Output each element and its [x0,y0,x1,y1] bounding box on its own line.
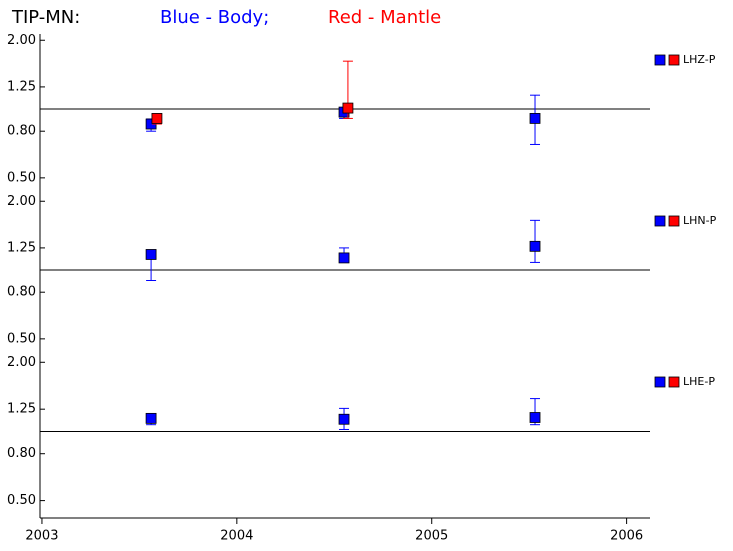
chart-title: TIP-MN: [11,7,80,28]
legend-label: LHE-P [683,375,715,388]
y-tick-label: 0.80 [7,446,36,461]
data-point [145,412,157,424]
data-point [145,249,157,260]
y-tick-label: 2.00 [7,355,36,370]
data-point [529,113,541,124]
x-tick-label: 2006 [610,529,643,544]
title-blue: Blue - Body; [160,7,269,28]
legend-swatch [654,376,666,388]
y-tick-label: 0.80 [7,124,36,139]
legend-label: LHN-P [683,214,717,227]
y-tick-label: 1.25 [7,240,36,255]
y-tick-label: 0.50 [7,331,36,346]
legend-swatch [668,215,680,227]
legend-swatch [654,215,666,227]
title-red: Red - Mantle [328,7,441,28]
data-point [338,252,350,264]
y-tick-label: 0.50 [7,493,36,508]
x-tick-label: 2005 [415,529,448,544]
data-point [529,240,541,252]
y-tick-label: 0.80 [7,285,36,300]
legend-swatch [668,376,680,388]
y-tick-label: 0.50 [7,170,36,185]
y-tick-label: 2.00 [7,194,36,209]
x-tick-label: 2003 [25,529,58,544]
data-point [342,102,354,114]
y-tick-label: 2.00 [7,33,36,48]
data-point [529,412,541,423]
y-tick-label: 1.25 [7,79,36,94]
legend-swatch [654,54,666,66]
data-point [151,113,163,124]
legend-swatch [668,54,680,66]
data-point [338,413,350,425]
y-tick-label: 1.25 [7,402,36,417]
x-tick-label: 2004 [220,529,253,544]
legend-label: LHZ-P [683,53,716,66]
